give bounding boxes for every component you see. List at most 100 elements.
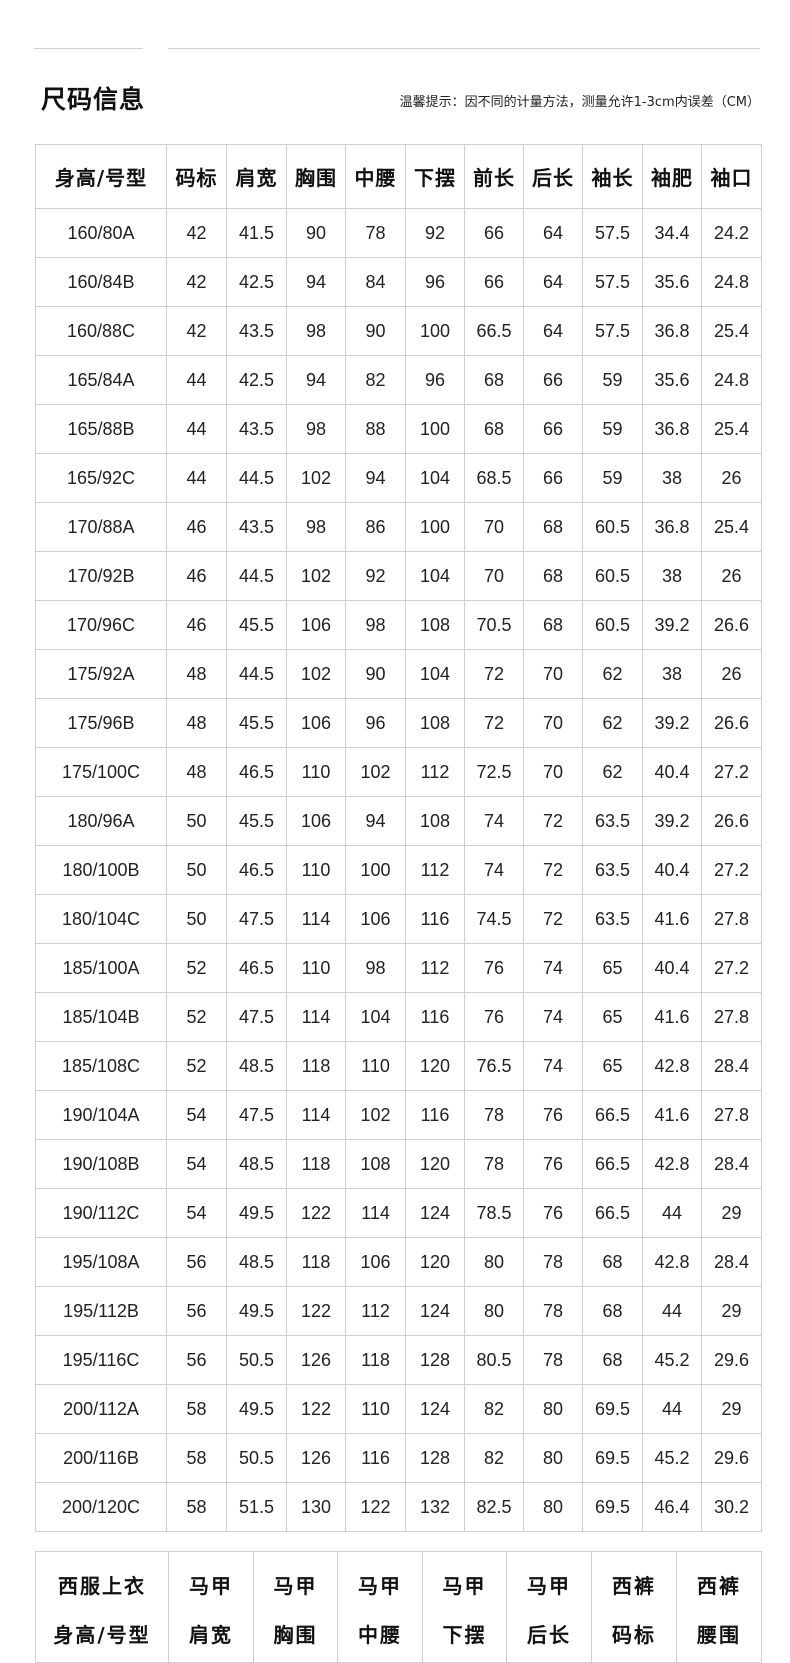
table-cell: 47.5: [226, 894, 287, 944]
table-cell: 68: [582, 1335, 643, 1385]
column-header-line: 身高/号型: [53, 1623, 151, 1647]
table-cell: 82: [464, 1384, 524, 1434]
table-row: 170/88A 46 43.5 98 86 100 70 68 60.5 36.8 25.4: [35, 502, 762, 552]
table-cell: 100: [405, 404, 465, 454]
table-cell: 69.5: [582, 1433, 643, 1483]
table-cell: 74: [464, 845, 524, 895]
column-header-line: 西裤: [697, 1574, 741, 1598]
table-cell: 180/96A: [35, 796, 167, 846]
table-cell: 65: [582, 943, 643, 993]
table-cell: 70: [464, 502, 524, 552]
table-cell: 160/84B: [35, 257, 167, 307]
table-cell: 74: [523, 992, 583, 1042]
table-cell: 72.5: [464, 747, 524, 797]
column-header: 下摆: [405, 144, 465, 209]
table-cell: 175/96B: [35, 698, 167, 748]
table-cell: 165/88B: [35, 404, 167, 454]
table-cell: 200/112A: [35, 1384, 167, 1434]
table-row: 190/104A 54 47.5 114 102 116 78 76 66.5 41.6 27.8: [35, 1090, 762, 1140]
column-header-line: 下摆: [442, 1623, 487, 1647]
table-cell: 49.5: [226, 1286, 287, 1336]
table-cell: 132: [405, 1482, 465, 1532]
table-cell: 68: [523, 551, 583, 601]
table-cell: 63.5: [582, 845, 643, 895]
table-cell: 190/104A: [35, 1090, 167, 1140]
table-cell: 27.2: [701, 845, 762, 895]
table-cell: 98: [286, 502, 346, 552]
table-cell: 112: [405, 845, 465, 895]
table-cell: 42.8: [642, 1237, 702, 1287]
table-cell: 42.5: [226, 257, 287, 307]
table-cell: 175/100C: [35, 747, 167, 797]
table-cell: 185/100A: [35, 943, 167, 993]
table-cell: 74: [523, 1041, 583, 1091]
table-cell: 66: [523, 453, 583, 503]
table-cell: 25.4: [701, 502, 762, 552]
table-cell: 118: [345, 1335, 406, 1385]
table-cell: 42.8: [642, 1041, 702, 1091]
table-cell: 80: [523, 1433, 583, 1483]
table-cell: 41.6: [642, 992, 702, 1042]
column-header: 肩宽: [226, 144, 287, 209]
table-cell: 185/104B: [35, 992, 167, 1042]
table-cell: 68: [582, 1237, 643, 1287]
table-cell: 29.6: [701, 1433, 762, 1483]
table-cell: 68: [464, 404, 524, 454]
table-cell: 122: [286, 1188, 346, 1238]
table-cell: 64: [523, 208, 583, 258]
table-cell: 116: [345, 1433, 406, 1483]
table-cell: 82.5: [464, 1482, 524, 1532]
table-cell: 24.8: [701, 257, 762, 307]
table-row: 165/84A 44 42.5 94 82 96 68 66 59 35.6 24.8: [35, 355, 762, 405]
column-header: 马甲 肩宽: [168, 1551, 254, 1663]
table-cell: 122: [286, 1286, 346, 1336]
table-cell: 80.5: [464, 1335, 524, 1385]
table-cell: 78: [464, 1090, 524, 1140]
table-cell: 26: [701, 453, 762, 503]
table-cell: 27.2: [701, 747, 762, 797]
table-cell: 128: [405, 1335, 465, 1385]
column-header: 马甲 下摆: [422, 1551, 507, 1663]
column-header-line: 后长: [527, 1623, 571, 1647]
table-cell: 98: [286, 306, 346, 356]
table-cell: 124: [405, 1384, 465, 1434]
table-cell: 66: [523, 404, 583, 454]
column-header-line: 西裤: [612, 1574, 656, 1598]
table-cell: 56: [166, 1286, 227, 1336]
table-cell: 49.5: [226, 1188, 287, 1238]
table-cell: 84: [345, 257, 406, 307]
table-cell: 51.5: [226, 1482, 287, 1532]
table-cell: 82: [464, 1433, 524, 1483]
table-cell: 68.5: [464, 453, 524, 503]
table-cell: 114: [286, 1090, 346, 1140]
table-cell: 110: [345, 1384, 406, 1434]
table-cell: 72: [523, 894, 583, 944]
table-cell: 45.2: [642, 1433, 702, 1483]
column-header-line: 马甲: [442, 1574, 487, 1598]
table-cell: 65: [582, 992, 643, 1042]
table-cell: 170/92B: [35, 551, 167, 601]
table-cell: 52: [166, 992, 227, 1042]
table-cell: 26.6: [701, 600, 762, 650]
table-cell: 78: [345, 208, 406, 258]
table-cell: 165/84A: [35, 355, 167, 405]
table-cell: 52: [166, 1041, 227, 1091]
table-cell: 70.5: [464, 600, 524, 650]
table-cell: 41.6: [642, 894, 702, 944]
table-cell: 90: [286, 208, 346, 258]
table-cell: 68: [523, 600, 583, 650]
column-header-line: 肩宽: [189, 1623, 233, 1647]
column-header: 袖长: [582, 144, 643, 209]
table-cell: 58: [166, 1384, 227, 1434]
table-cell: 64: [523, 257, 583, 307]
table-cell: 195/108A: [35, 1237, 167, 1287]
table-cell: 69.5: [582, 1482, 643, 1532]
table-cell: 44: [166, 355, 227, 405]
table-cell: 64: [523, 306, 583, 356]
table-cell: 110: [286, 747, 346, 797]
table-cell: 170/96C: [35, 600, 167, 650]
table-cell: 100: [405, 502, 465, 552]
table-cell: 72: [464, 698, 524, 748]
table-cell: 48: [166, 649, 227, 699]
table-cell: 78: [523, 1286, 583, 1336]
